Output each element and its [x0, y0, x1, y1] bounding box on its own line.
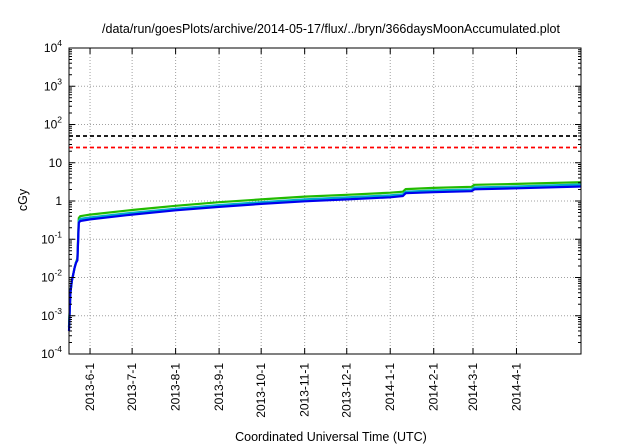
y-tick-label: 10-3 [41, 306, 62, 323]
x-tick-label: 2013-9-1 [212, 363, 226, 411]
x-axis-label: Coordinated Universal Time (UTC) [235, 430, 427, 444]
y-tick-label: 10-2 [41, 268, 62, 285]
x-tick-label: 2014-2-1 [427, 363, 441, 411]
x-tick-label: 2013-7-1 [125, 363, 139, 411]
x-tick-label: 2014-1-1 [383, 363, 397, 411]
x-tick-label: 2013-11-1 [298, 363, 312, 417]
series-line [67, 183, 582, 328]
y-tick-label: 10 [49, 156, 63, 170]
y-tick-label: 102 [44, 115, 62, 132]
series-line [67, 181, 582, 328]
y-tick-label: 1 [55, 194, 62, 208]
x-tick-label: 2013-12-1 [340, 363, 354, 418]
series-line [67, 185, 582, 332]
series-lines [67, 181, 582, 332]
x-axis-ticks: 2013-6-1 2013-7-1 2013-8-1 2013-9-1 2013-10-… [83, 48, 523, 418]
y-tick-label: 103 [44, 76, 62, 93]
x-tick-label: 2014-3-1 [466, 363, 480, 411]
x-tick-label: 2013-8-1 [169, 363, 183, 411]
chart-title: /data/run/goesPlots/archive/2014-05-17/f… [102, 22, 560, 36]
y-axis-label: cGy [16, 188, 30, 211]
y-tick-label: 10-1 [41, 229, 62, 246]
x-tick-label: 2013-6-1 [83, 363, 97, 411]
x-tick-label: 2013-10-1 [254, 363, 268, 418]
y-tick-label: 10-4 [41, 344, 62, 361]
threshold-lines [69, 135, 581, 149]
y-tick-label: 104 [44, 38, 62, 55]
x-tick-label: 2014-4-1 [509, 363, 523, 411]
